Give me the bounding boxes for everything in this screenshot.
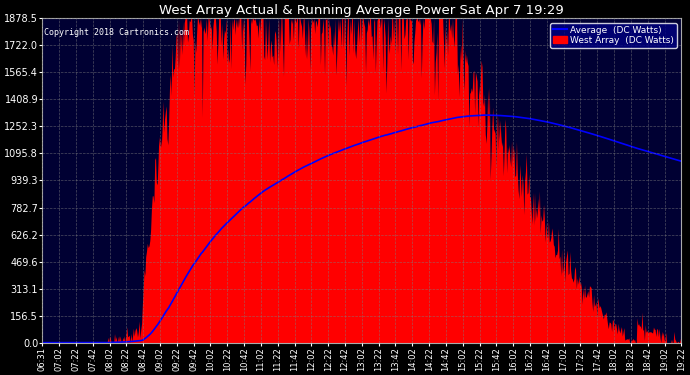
Title: West Array Actual & Running Average Power Sat Apr 7 19:29: West Array Actual & Running Average Powe… [159,4,564,17]
Legend: Average  (DC Watts), West Array  (DC Watts): Average (DC Watts), West Array (DC Watts… [551,23,677,48]
Text: Copyright 2018 Cartronics.com: Copyright 2018 Cartronics.com [43,28,188,37]
